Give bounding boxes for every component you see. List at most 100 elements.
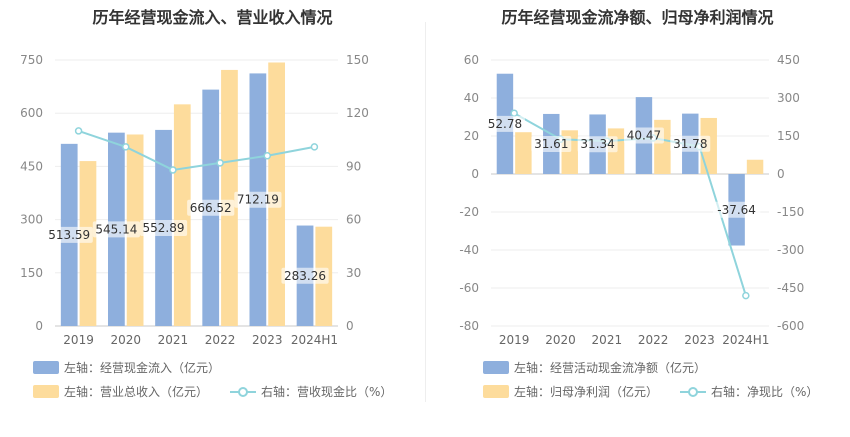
left-series3-line bbox=[78, 129, 315, 171]
left-series3-point bbox=[122, 143, 130, 151]
right-data-label-bg bbox=[713, 201, 761, 218]
left-bar-series2 bbox=[79, 161, 97, 326]
left-data-label: 545.14 bbox=[95, 222, 137, 236]
left-right-tick-label: 90 bbox=[346, 159, 361, 173]
right-right-tick-label: 300 bbox=[777, 91, 800, 105]
legend-label: 左轴：营业总收入（亿元） bbox=[64, 384, 209, 399]
right-chart-plot: -80 -60 -40 -20 0 20 40 60 -600 -450 -300 -150 0 150 3… bbox=[459, 53, 804, 347]
left-chart-title: 历年经营现金流入、营业收入情况 bbox=[92, 8, 333, 27]
left-data-label-bg bbox=[45, 226, 93, 243]
left-left-tick-label: 450 bbox=[20, 159, 43, 173]
legend-label: 左轴：经营现金流入（亿元） bbox=[64, 360, 221, 375]
right-data-label: 31.61 bbox=[534, 137, 568, 151]
right-chart-panel: 历年经营现金流净额、归母净利润情况 -80 -60 -40 -20 0 20 40 60 -60… bbox=[425, 0, 850, 437]
right-left-tick-label: 20 bbox=[464, 129, 479, 143]
right-data-label-bg bbox=[531, 135, 572, 152]
left-legend-item-cash-inflow[interactable]: 左轴：经营现金流入（亿元） bbox=[33, 359, 220, 376]
right-data-label-bg bbox=[484, 115, 525, 132]
right-bar-series2 bbox=[746, 159, 764, 174]
right-right-tick-label: 450 bbox=[777, 53, 800, 67]
legend-swatch-bar-yellow bbox=[33, 384, 59, 398]
left-right-tick-label: 60 bbox=[346, 213, 361, 227]
left-right-tick-label: 150 bbox=[346, 53, 369, 67]
right-bar-series2 bbox=[515, 132, 532, 174]
left-x-tick-label: 2023 bbox=[252, 333, 283, 347]
right-data-label: 40.47 bbox=[627, 129, 661, 143]
right-chart-title: 历年经营现金流净额、归母净利润情况 bbox=[501, 8, 774, 27]
left-data-label-bg bbox=[281, 267, 329, 284]
legend-label: 右轴：营收现金比（%） bbox=[261, 384, 393, 399]
panel-divider bbox=[425, 22, 426, 402]
legend-swatch-bar-yellow bbox=[483, 384, 509, 398]
left-series3-point bbox=[310, 143, 319, 151]
left-left-tick-label: 750 bbox=[20, 53, 43, 67]
left-series3-point bbox=[263, 152, 271, 160]
left-left-tick-label: 150 bbox=[20, 266, 43, 280]
right-legend-item-cash-ratio[interactable]: 右轴：净现比（%） bbox=[680, 383, 818, 400]
right-data-label-bg bbox=[623, 127, 664, 144]
right-x-tick-label: 2019 bbox=[499, 333, 530, 347]
right-data-label: 52.78 bbox=[488, 117, 522, 131]
right-left-tick-label: -20 bbox=[459, 205, 479, 219]
left-x-tick-label: 2020 bbox=[110, 333, 141, 347]
left-data-label-bg bbox=[92, 221, 140, 238]
left-data-label: 712.19 bbox=[237, 193, 279, 207]
right-x-tick-label: 2021 bbox=[592, 333, 623, 347]
left-legend-row-1: 左轴：经营现金流入（亿元） bbox=[33, 359, 242, 375]
left-data-label: 666.52 bbox=[190, 201, 232, 215]
legend-label: 左轴：经营活动现金流净额（亿元） bbox=[514, 360, 707, 375]
legend-swatch-bar-blue bbox=[483, 360, 509, 374]
left-series3-point bbox=[169, 166, 177, 174]
right-data-label-bg bbox=[670, 135, 711, 152]
right-x-tick-label: 2020 bbox=[545, 333, 576, 347]
right-right-tick-label: -600 bbox=[777, 319, 804, 333]
right-left-tick-label: -80 bbox=[459, 319, 479, 333]
left-right-tick-label: 120 bbox=[346, 106, 369, 120]
right-right-tick-label: -450 bbox=[777, 281, 804, 295]
left-data-label-bg bbox=[187, 199, 235, 216]
left-left-tick-label: 600 bbox=[20, 106, 43, 120]
left-data-label: 552.89 bbox=[143, 221, 185, 235]
right-right-tick-label: -150 bbox=[777, 205, 804, 219]
right-right-tick-label: 150 bbox=[777, 129, 800, 143]
left-chart-plot: 0 150 300 450 600 750 0 30 60 90 120 150 2019 2020 202… bbox=[20, 53, 369, 347]
legend-swatch-line bbox=[680, 385, 707, 398]
left-legend-item-ratio[interactable]: 右轴：营收现金比（%） bbox=[230, 383, 392, 400]
left-series3-point bbox=[74, 127, 83, 135]
right-data-label: 31.34 bbox=[580, 137, 614, 151]
right-legend-item-net-cash[interactable]: 左轴：经营活动现金流净额（亿元） bbox=[483, 359, 706, 376]
right-series3-point bbox=[742, 291, 750, 300]
left-chart-panel: 历年经营现金流入、营业收入情况 0 150 300 450 600 750 0 30 60 90 1… bbox=[20, 8, 392, 400]
legend-swatch-bar-blue bbox=[33, 360, 59, 374]
right-legend-item-net-profit[interactable]: 左轴：归母净利润（亿元） bbox=[483, 383, 658, 400]
right-legend-row-1: 左轴：经营活动现金流净额（亿元） bbox=[483, 359, 728, 375]
left-bar-series2 bbox=[173, 104, 191, 326]
right-series3-point bbox=[510, 109, 518, 117]
left-x-tick-label: 2019 bbox=[63, 333, 94, 347]
right-x-tick-label: 2023 bbox=[684, 333, 715, 347]
left-left-tick-label: 300 bbox=[20, 213, 43, 227]
legend-swatch-line bbox=[230, 385, 257, 398]
right-x-tick-label: 2022 bbox=[638, 333, 669, 347]
right-data-label-bg bbox=[577, 136, 618, 153]
left-data-label-bg bbox=[139, 219, 188, 236]
left-right-tick-label: 0 bbox=[346, 319, 354, 333]
left-legend-item-revenue[interactable]: 左轴：营业总收入（亿元） bbox=[33, 383, 208, 400]
right-data-label: 31.78 bbox=[673, 137, 707, 151]
left-data-label: 283.26 bbox=[284, 269, 326, 283]
right-right-tick-label: 0 bbox=[777, 167, 785, 181]
left-x-tick-label: 2022 bbox=[205, 333, 236, 347]
left-bar-series2 bbox=[221, 69, 238, 326]
right-left-tick-label: 0 bbox=[471, 167, 479, 181]
left-right-tick-label: 30 bbox=[346, 266, 361, 280]
right-legend-row-2: 左轴：归母净利润（亿元） 右轴：净现比（%） bbox=[483, 383, 840, 399]
legend-label: 右轴：净现比（%） bbox=[711, 384, 819, 399]
left-left-tick-label: 0 bbox=[35, 319, 43, 333]
right-x-tick-label: 2024H1 bbox=[722, 333, 769, 347]
right-left-tick-label: -60 bbox=[459, 281, 479, 295]
right-left-tick-label: 60 bbox=[464, 53, 479, 67]
right-left-tick-label: -40 bbox=[459, 243, 479, 257]
left-series3-point bbox=[216, 159, 224, 167]
left-data-label: 513.59 bbox=[48, 228, 90, 242]
right-left-tick-label: 40 bbox=[464, 91, 479, 105]
